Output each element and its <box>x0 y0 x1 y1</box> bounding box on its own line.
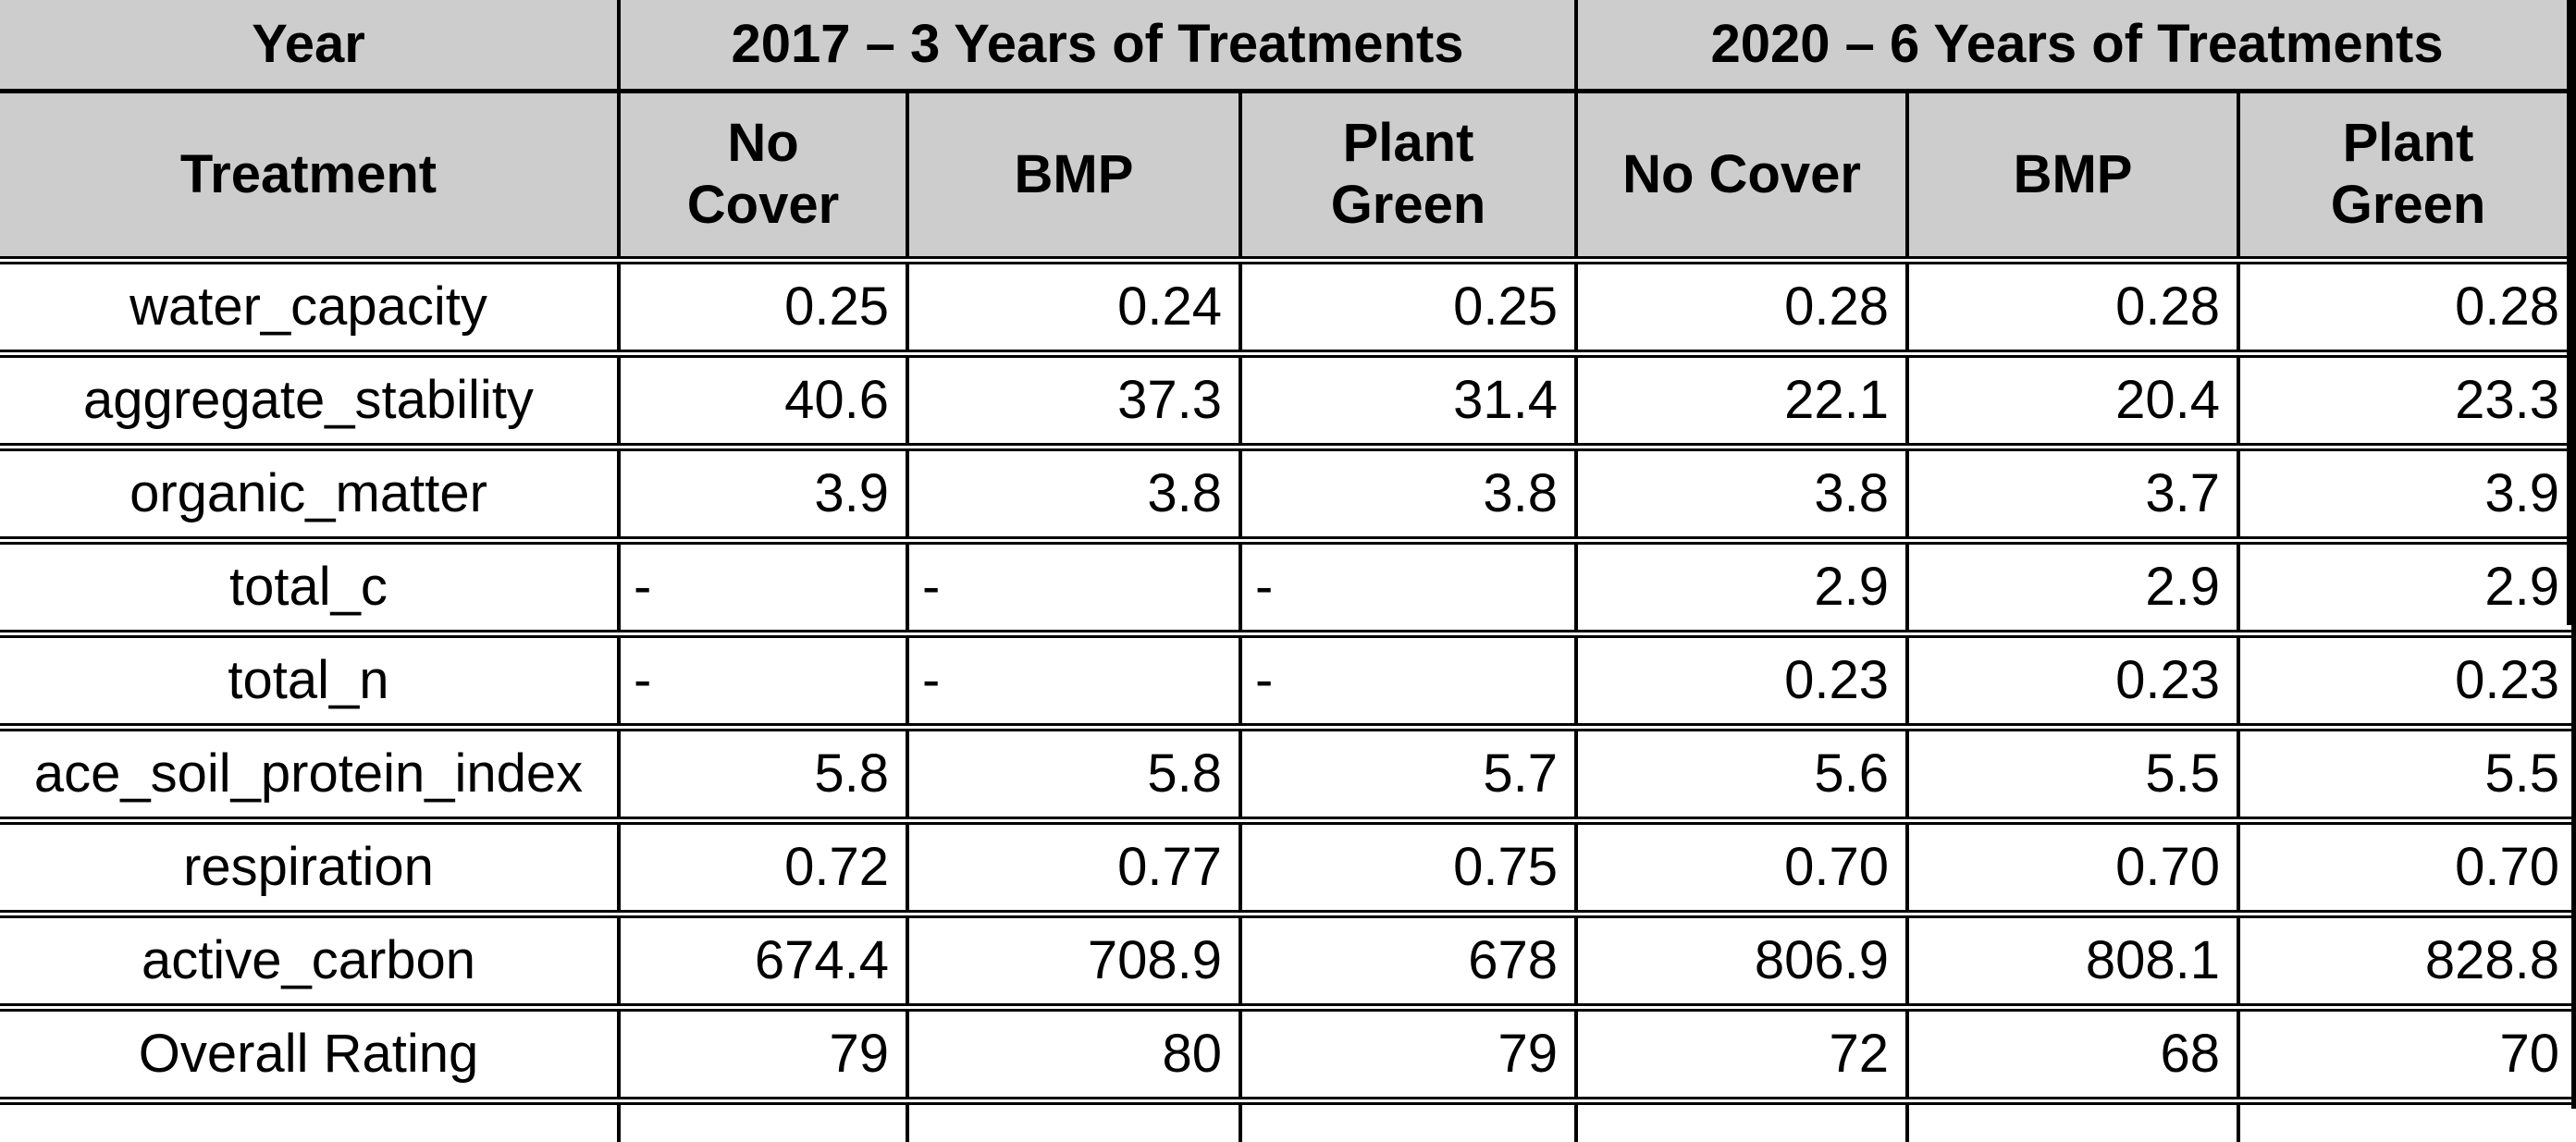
soil-health-table-page: { "colors":{ "header_bg":"#cdcdcd", "row… <box>0 0 2576 1109</box>
year-header-row: Year 2017 – 3 Years of Treatments 2020 –… <box>0 0 2576 92</box>
clipped-partial-row <box>0 1101 2576 1142</box>
row-label: aggregate_stability <box>0 354 619 448</box>
table-row-organic-matter: organic_matter 3.9 3.8 3.8 3.8 3.7 3.9 <box>0 448 2576 541</box>
value-cell: 0.28 <box>1576 261 1907 354</box>
table-row-active-carbon: active_carbon 674.4 708.9 678 806.9 808.… <box>0 915 2576 1008</box>
dash-cell: - <box>619 541 907 634</box>
value-cell: 808.1 <box>1907 915 2238 1008</box>
year-header-cell: Year <box>0 0 619 92</box>
value-cell: 68 <box>1907 1008 2238 1101</box>
subheader-2020-bmp: BMP <box>1907 92 2238 261</box>
row-label: organic_matter <box>0 448 619 541</box>
value-cell: 806.9 <box>1576 915 1907 1008</box>
value-cell: 3.9 <box>2238 448 2576 541</box>
table-row-water-capacity: water_capacity 0.25 0.24 0.25 0.28 0.28 … <box>0 261 2576 354</box>
value-cell: 2.9 <box>1907 541 2238 634</box>
value-cell: 674.4 <box>619 915 907 1008</box>
value-cell: 2.9 <box>2238 541 2576 634</box>
row-label: respiration <box>0 821 619 915</box>
value-cell: 708.9 <box>907 915 1240 1008</box>
value-cell: 0.23 <box>1576 634 1907 728</box>
table-right-border <box>2571 625 2576 1109</box>
value-cell: 72 <box>1576 1008 1907 1101</box>
value-cell: 79 <box>619 1008 907 1101</box>
value-cell: 80 <box>907 1008 1240 1101</box>
value-cell: 20.4 <box>1907 354 2238 448</box>
value-cell: 5.8 <box>907 728 1240 821</box>
value-cell: 2.9 <box>1576 541 1907 634</box>
value-cell: 70 <box>2238 1008 2576 1101</box>
right-edge-black-strip <box>2567 0 2576 625</box>
value-cell: 0.25 <box>1240 261 1576 354</box>
value-cell: 5.7 <box>1240 728 1576 821</box>
dash-cell: - <box>1240 634 1576 728</box>
dash-cell: - <box>907 541 1240 634</box>
value-cell: 828.8 <box>2238 915 2576 1008</box>
table-row-respiration: respiration 0.72 0.77 0.75 0.70 0.70 0.7… <box>0 821 2576 915</box>
value-cell: 40.6 <box>619 354 907 448</box>
value-cell: 0.25 <box>619 261 907 354</box>
table-row-total-n: total_n - - - 0.23 0.23 0.23 <box>0 634 2576 728</box>
row-label: Overall Rating <box>0 1008 619 1101</box>
value-cell: 3.8 <box>907 448 1240 541</box>
table-row-aggregate-stability: aggregate_stability 40.6 37.3 31.4 22.1 … <box>0 354 2576 448</box>
dash-cell: - <box>619 634 907 728</box>
treatment-header-row: Treatment No Cover BMP Plant Green No Co… <box>0 92 2576 261</box>
value-cell: 22.1 <box>1576 354 1907 448</box>
value-cell: 3.8 <box>1240 448 1576 541</box>
row-label: total_n <box>0 634 619 728</box>
table-row-overall-rating: Overall Rating 79 80 79 72 68 70 <box>0 1008 2576 1101</box>
value-cell: 5.8 <box>619 728 907 821</box>
value-cell: 79 <box>1240 1008 1576 1101</box>
table-row-ace-soil-protein-index: ace_soil_protein_index 5.8 5.8 5.7 5.6 5… <box>0 728 2576 821</box>
value-cell: 3.7 <box>1907 448 2238 541</box>
value-cell: 31.4 <box>1240 354 1576 448</box>
value-cell: 0.23 <box>1907 634 2238 728</box>
value-cell: 0.70 <box>2238 821 2576 915</box>
row-label: ace_soil_protein_index <box>0 728 619 821</box>
value-cell: 0.23 <box>2238 634 2576 728</box>
subheader-2017-no-cover: No Cover <box>619 92 907 261</box>
subheader-2017-plant-green: Plant Green <box>1240 92 1576 261</box>
value-cell: 0.75 <box>1240 821 1576 915</box>
row-label: total_c <box>0 541 619 634</box>
value-cell: 0.72 <box>619 821 907 915</box>
subheader-2020-plant-green: Plant Green <box>2238 92 2576 261</box>
value-cell: 3.8 <box>1576 448 1907 541</box>
table-row-total-c: total_c - - - 2.9 2.9 2.9 <box>0 541 2576 634</box>
value-cell: 678 <box>1240 915 1576 1008</box>
value-cell: 5.5 <box>1907 728 2238 821</box>
value-cell: 0.70 <box>1907 821 2238 915</box>
value-cell: 0.28 <box>1907 261 2238 354</box>
value-cell: 3.9 <box>619 448 907 541</box>
value-cell: 0.24 <box>907 261 1240 354</box>
col-group-2017: 2017 – 3 Years of Treatments <box>619 0 1576 92</box>
value-cell: 0.28 <box>2238 261 2576 354</box>
col-group-2020: 2020 – 6 Years of Treatments <box>1576 0 2576 92</box>
value-cell: 37.3 <box>907 354 1240 448</box>
value-cell: 0.70 <box>1576 821 1907 915</box>
dash-cell: - <box>1240 541 1576 634</box>
subheader-2017-bmp: BMP <box>907 92 1240 261</box>
row-label: active_carbon <box>0 915 619 1008</box>
row-label: water_capacity <box>0 261 619 354</box>
value-cell: 23.3 <box>2238 354 2576 448</box>
treatment-header-cell: Treatment <box>0 92 619 261</box>
dash-cell: - <box>907 634 1240 728</box>
value-cell: 0.77 <box>907 821 1240 915</box>
value-cell: 5.6 <box>1576 728 1907 821</box>
subheader-2020-no-cover: No Cover <box>1576 92 1907 261</box>
value-cell: 5.5 <box>2238 728 2576 821</box>
